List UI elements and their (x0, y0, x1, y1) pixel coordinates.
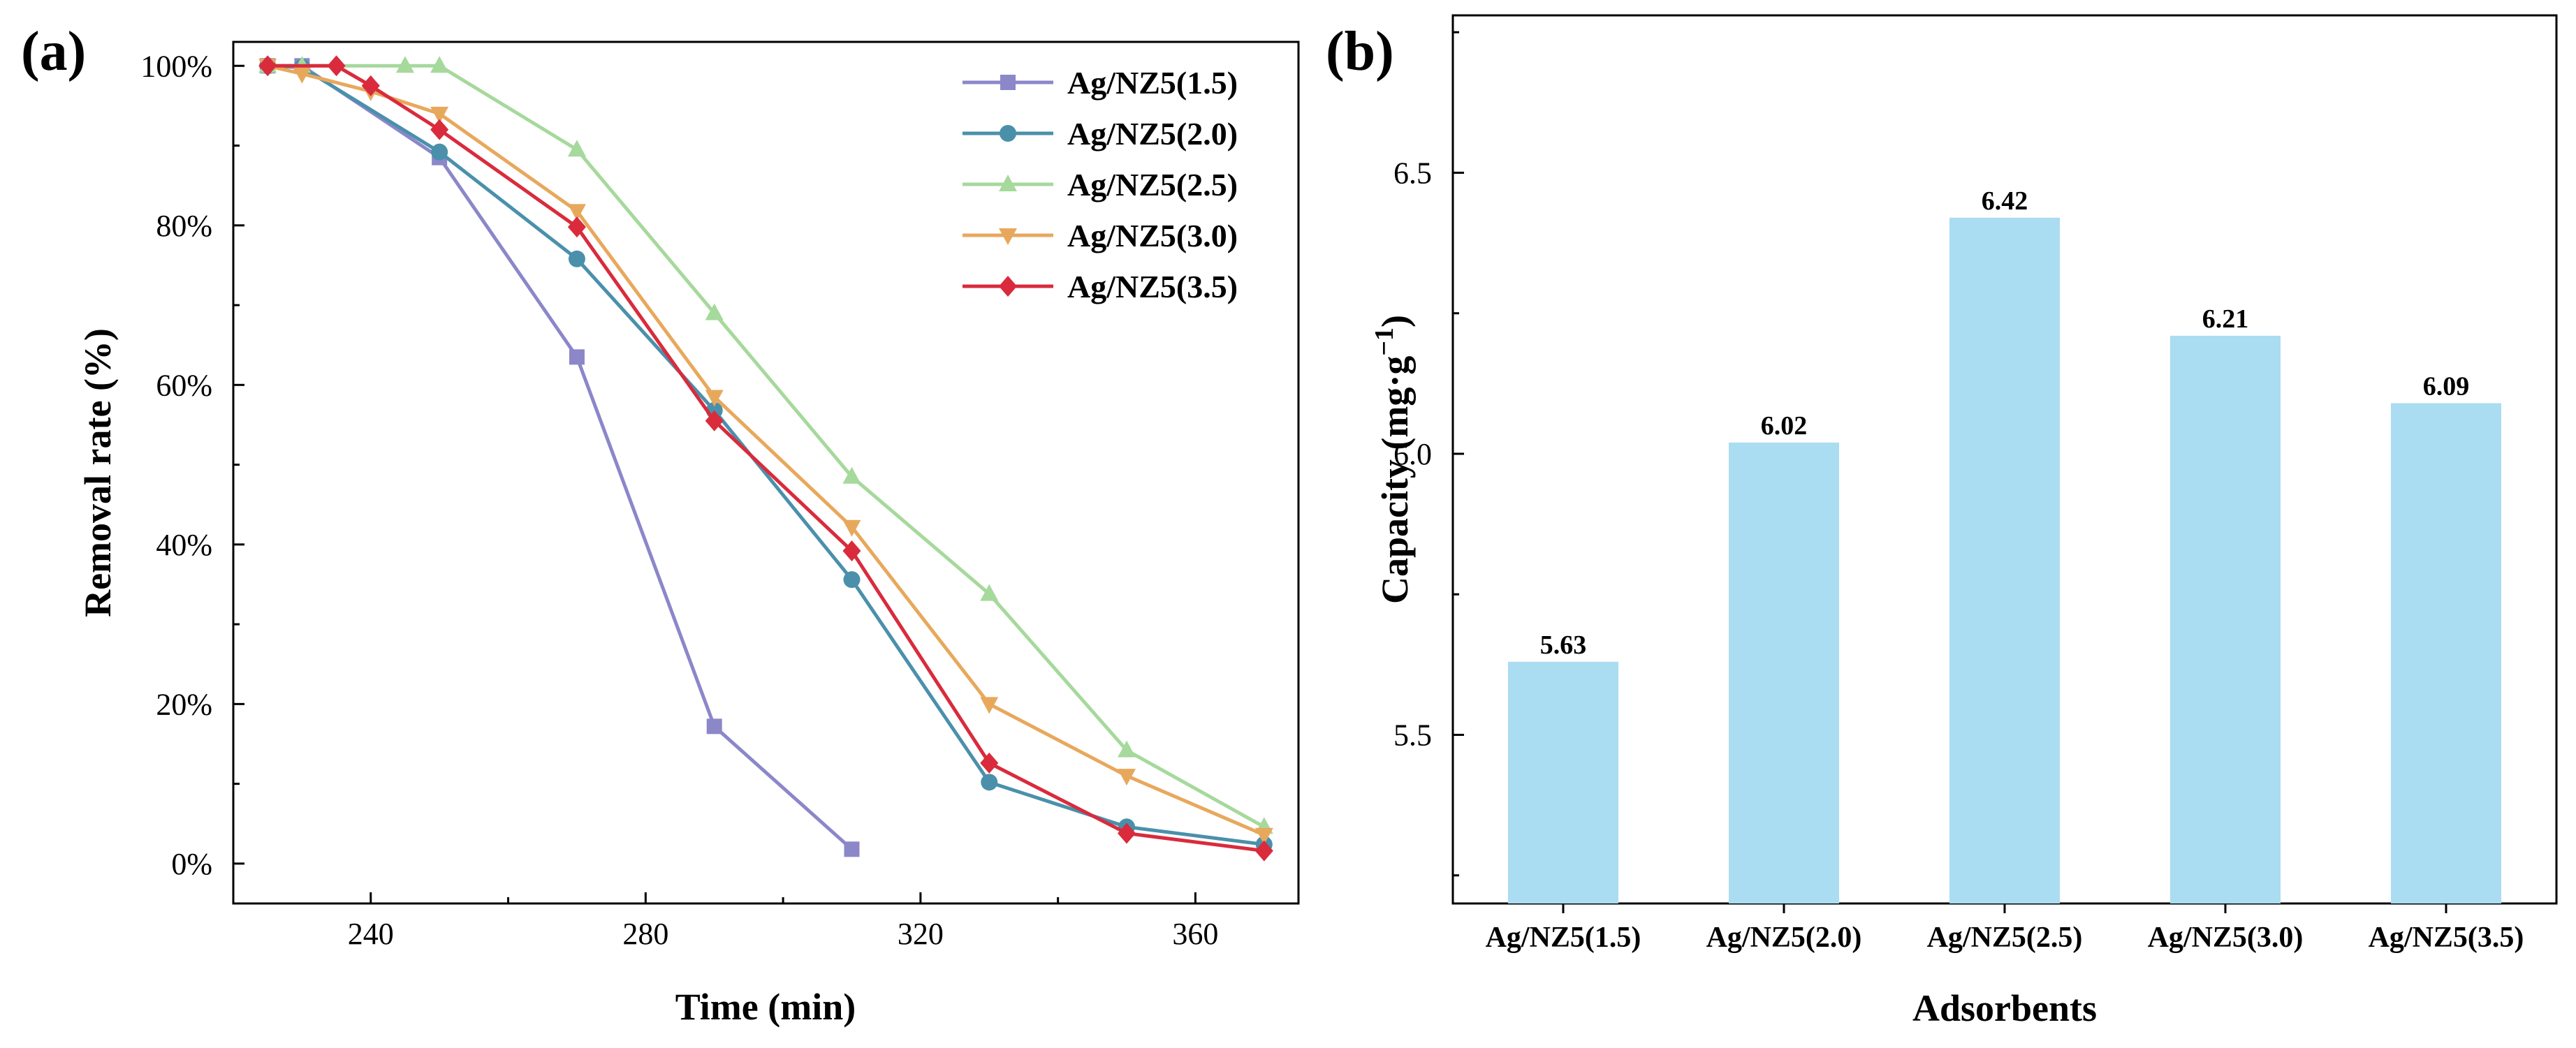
bar-value-label-2: 6.42 (1982, 186, 2028, 216)
data-point-1 (981, 774, 998, 791)
panel-b-y-axis-title-close: ) (1374, 315, 1416, 327)
data-point-3 (842, 519, 861, 537)
data-point-4 (327, 55, 346, 77)
panel-a-y-tick-label: 0% (171, 847, 212, 881)
bar-value-label-0: 5.63 (1540, 630, 1587, 660)
data-point-3 (705, 390, 724, 407)
data-point-2 (980, 584, 999, 601)
data-point-3 (430, 106, 449, 124)
bar-4 (2391, 403, 2501, 903)
panel-a-y-axis-title: Removal rate (%) (77, 328, 119, 617)
legend-label-0: Ag/NZ5(1.5) (1067, 65, 1238, 101)
data-point-2 (1118, 740, 1136, 758)
bar-3 (2170, 335, 2281, 903)
legend-label-3: Ag/NZ5(3.0) (1067, 218, 1238, 253)
data-point-4 (258, 55, 277, 77)
bar-value-label-3: 6.21 (2202, 304, 2249, 334)
panel-a-label: (a) (21, 21, 86, 82)
panel-a-y-tick-label: 100% (140, 49, 212, 83)
panel-a-y-tick-label: 20% (156, 687, 212, 721)
data-point-4 (430, 119, 449, 140)
bar-2 (1949, 217, 2060, 904)
panel-a-plot-frame (232, 40, 1300, 905)
data-point-0 (569, 349, 585, 365)
panel-b-y-axis-title-sup: −1 (1370, 327, 1399, 356)
bar-value-label-1: 6.02 (1761, 411, 1808, 441)
panel-b-bars: 5.63 Ag/NZ5(1.5) 6.02 Ag/NZ5(2.0) 6.42 Ag/NZ5… (1486, 186, 2524, 954)
panel-b-x-tick-label: Ag/NZ5(2.0) (1706, 922, 1862, 954)
panel-a-y-tick-label: 40% (156, 528, 212, 562)
data-point-2 (567, 140, 586, 157)
bar-1 (1729, 442, 1839, 903)
data-point-4 (980, 752, 999, 774)
bar-value-label-4: 6.09 (2423, 371, 2470, 401)
panel-b-x-tick-label: Ag/NZ5(3.0) (2148, 922, 2304, 954)
data-point-3 (293, 66, 312, 84)
data-point-2 (430, 56, 449, 73)
panel-a-x-axis-title: Time (min) (675, 986, 856, 1028)
data-point-4 (705, 410, 724, 431)
series-line-3 (267, 64, 1265, 837)
data-point-3 (1254, 827, 1273, 845)
series-line-4 (268, 64, 1265, 853)
data-point-4 (1118, 822, 1136, 844)
panel-b-y-tick-label: 6.5 (1393, 156, 1432, 190)
panel-a-series-group (258, 55, 1273, 862)
legend-label-1: Ag/NZ5(2.0) (1067, 116, 1238, 152)
data-point-4 (842, 540, 861, 561)
legend-marker-3 (999, 228, 1017, 245)
panel-b-x-axis-title: Adsorbents (1912, 987, 2097, 1029)
panel-b-y-axis: 5.5 6.0 6.5 (1393, 31, 1464, 877)
panel-b-x-tick-label: Ag/NZ5(1.5) (1486, 922, 1641, 954)
series-line-0 (268, 64, 854, 851)
series-line-2 (268, 64, 1266, 829)
panel-b-x-tick-label: Ag/NZ5(2.5) (1927, 922, 2083, 954)
data-point-1 (431, 143, 448, 161)
panel-a-x-tick-label: 240 (348, 917, 394, 951)
data-point-3 (567, 204, 586, 221)
panel-b-y-axis-title-main: Capacity (mg·g (1374, 356, 1416, 604)
data-point-4 (567, 216, 586, 238)
panel-a-y-axis: 0% 20% 40% 60% 80% 100% (140, 49, 244, 881)
legend-label-2: Ag/NZ5(2.5) (1067, 167, 1238, 202)
legend-marker-0 (1000, 75, 1016, 90)
panel-b-label: (b) (1326, 21, 1394, 82)
data-point-1 (568, 250, 585, 267)
data-point-4 (361, 75, 380, 96)
panel-a-x-tick-label: 320 (898, 917, 944, 951)
panel-b-y-tick-label: 5.5 (1393, 718, 1432, 752)
legend-marker-2 (999, 175, 1017, 191)
panel-b-x-tick-label: Ag/NZ5(3.5) (2369, 922, 2524, 954)
panel-a-y-tick-label: 60% (156, 368, 212, 402)
panel-a-x-tick-label: 280 (622, 917, 668, 951)
data-point-2 (842, 466, 861, 484)
data-point-0 (844, 841, 860, 857)
panel-a-y-tick-label: 80% (156, 209, 212, 243)
legend-marker-4 (999, 276, 1017, 297)
panel-a-x-tick-label: 360 (1172, 917, 1218, 951)
legend-marker-1 (1000, 125, 1016, 142)
data-point-2 (705, 303, 724, 320)
data-point-3 (980, 697, 999, 714)
panel-a-x-axis: 240 280 320 360 (348, 892, 1218, 951)
bar-0 (1508, 661, 1618, 903)
data-point-0 (706, 718, 722, 735)
data-point-4 (1254, 840, 1273, 862)
data-point-2 (395, 56, 414, 73)
panel-b-y-axis-title: Capacity (mg·g−1) (1370, 315, 1416, 604)
legend-label-4: Ag/NZ5(3.5) (1067, 269, 1238, 304)
panel-a-legend: Ag/NZ5(1.5) Ag/NZ5(2.0) Ag/NZ5(2.5) Ag/NZ5(… (963, 65, 1238, 304)
data-point-1 (843, 571, 861, 589)
panel-b-y-tick-label: 6.0 (1393, 437, 1432, 471)
data-point-3 (1118, 769, 1136, 786)
